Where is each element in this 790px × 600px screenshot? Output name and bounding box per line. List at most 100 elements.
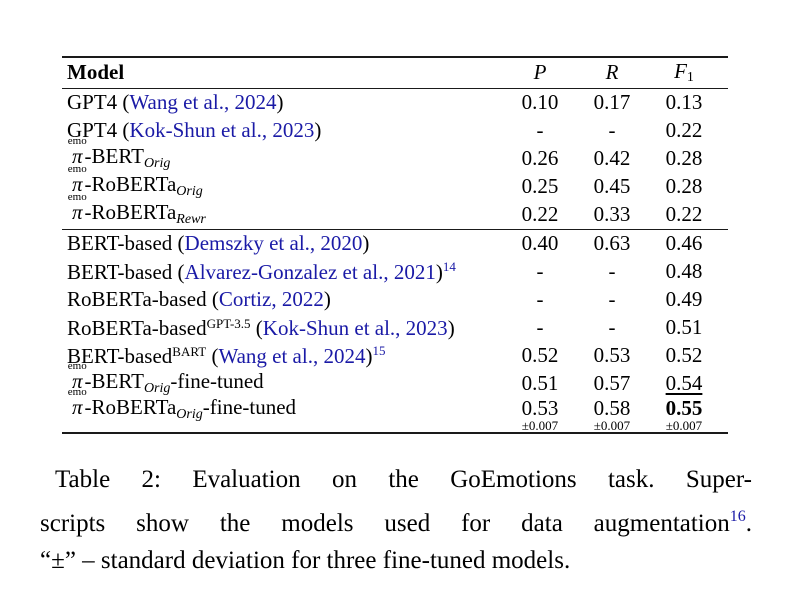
pi-emo-top-label: emo <box>67 163 87 176</box>
model-cell: RoBERTa-basedGPT-3.5 (Kok-Shun et al., 2… <box>62 317 504 339</box>
model-text: ( <box>250 315 263 340</box>
metric-value: 0.58 <box>593 395 631 420</box>
f1-cell: 0.13 <box>648 92 728 113</box>
precision-cell: 0.51 <box>504 373 576 394</box>
table-row: BERT-based (Alvarez-Gonzalez et al., 202… <box>62 258 728 286</box>
model-text: GPT4 ( <box>67 90 130 115</box>
table-row: GPT4 (Kok-Shun et al., 2023) - - 0.22 <box>62 117 728 145</box>
model-text: scripts show the models used for data au… <box>40 510 730 537</box>
column-header-precision: P <box>533 60 547 85</box>
table-caption: Table 2: Evaluation on the GoEmotions ta… <box>40 461 752 579</box>
model-text: ) <box>314 118 322 143</box>
f1-cell: 0.49 <box>648 289 728 310</box>
model-text: BERT-based ( <box>67 231 185 256</box>
recall-cell: - <box>576 120 648 141</box>
table-rule-mid <box>62 228 728 230</box>
citation-link[interactable]: Cortiz, 2022 <box>218 287 324 312</box>
f1-cell: 0.55 ±0.007 <box>648 397 728 432</box>
citation-link[interactable]: Alvarez-Gonzalez et al., 2021 <box>184 260 436 285</box>
metric-value: 0.10 <box>521 90 559 115</box>
superscript-label: BART <box>172 344 207 360</box>
precision-cell: 0.25 <box>504 176 576 197</box>
metric-value: 0.33 <box>593 202 631 227</box>
model-text: BERT-based <box>67 344 173 369</box>
precision-cell: - <box>504 317 576 338</box>
metric-value: 0.63 <box>593 231 631 256</box>
recall-cell: 0.58 ±0.007 <box>576 395 648 432</box>
table-row: emo π-BERTOrig 0.26 0.42 0.28 <box>62 136 728 173</box>
pi-emo-top-label: emo <box>67 135 87 148</box>
footnote-link[interactable]: 15 <box>372 343 386 359</box>
footnote-link[interactable]: 16 <box>729 508 746 525</box>
pi-emo-symbol: emo π <box>68 361 87 392</box>
recall-cell: 0.42 <box>576 148 648 169</box>
recall-cell: 0.33 <box>576 204 648 225</box>
metric-value: 0.53 <box>521 395 559 420</box>
citation-link[interactable]: Wang et al., 2024 <box>129 90 277 115</box>
recall-cell: - <box>576 289 648 310</box>
metric-value: 0.57 <box>593 371 631 396</box>
model-text: . <box>745 510 752 537</box>
footnote-link[interactable]: 14 <box>442 259 456 275</box>
model-text: ) <box>362 231 370 256</box>
precision-cell: - <box>504 289 576 310</box>
f1-cell: 0.52 <box>648 345 728 366</box>
pi-emo-symbol: emo π <box>68 164 87 195</box>
metric-value: 0.40 <box>521 231 559 256</box>
table-rule-header <box>62 87 728 89</box>
caption-line: scripts show the models used for data au… <box>40 498 752 542</box>
f1-cell: 0.54 <box>648 373 728 394</box>
metric-value: - <box>608 118 616 143</box>
model-cell: BERT-based (Alvarez-Gonzalez et al., 202… <box>62 260 504 283</box>
metric-value: 0.25 <box>521 174 559 199</box>
f1-cell: 0.22 <box>648 204 728 225</box>
caption-line: Table 2: Evaluation on the GoEmotions ta… <box>40 461 752 498</box>
metric-value: 0.51 <box>665 315 703 340</box>
results-table: Model P R F1 GPT4 (Wang et al., 2024) 0.1… <box>62 56 728 434</box>
table-row: emo π-RoBERTaRewr 0.22 0.33 0.22 <box>62 192 728 229</box>
pi-emo-symbol: emo π <box>68 136 87 167</box>
model-text: ) <box>447 315 455 340</box>
metric-value: - <box>536 118 544 143</box>
caption-line: “±” – standard deviation for three fine-… <box>40 542 752 579</box>
precision-cell: 0.53 ±0.007 <box>504 395 576 432</box>
table-row: GPT4 (Wang et al., 2024) 0.10 0.17 0.13 <box>62 89 728 117</box>
metric-value: - <box>536 315 544 340</box>
value-with-std: 0.58 ±0.007 <box>593 395 631 432</box>
precision-cell: 0.10 <box>504 92 576 113</box>
metric-value: 0.26 <box>521 146 559 171</box>
subscript-label: Orig <box>176 407 203 423</box>
pi-emo-symbol: emo π <box>68 192 87 223</box>
metric-value: 0.45 <box>593 174 631 199</box>
citation-link[interactable]: Demszky et al., 2020 <box>184 231 363 256</box>
pi-emo-top-label: emo <box>67 360 87 373</box>
pi-emo-top-label: emo <box>67 191 87 204</box>
model-cell: emo π-RoBERTaOrig-fine-tuned <box>62 387 504 423</box>
table-row: emo π-BERTOrig-fine-tuned 0.51 0.57 0.54 <box>62 361 728 398</box>
recall-cell: 0.63 <box>576 233 648 254</box>
model-text: -RoBERTa <box>84 200 177 225</box>
model-text: -BERT <box>84 144 144 169</box>
f1-subscript: 1 <box>686 69 694 85</box>
recall-cell: 0.45 <box>576 176 648 197</box>
model-text: -fine-tuned <box>202 395 297 420</box>
table-row: emo π-RoBERTaOrig 0.25 0.45 0.28 <box>62 164 728 201</box>
model-text: RoBERTa-based ( <box>67 287 219 312</box>
model-cell: emo π-BERTOrig <box>62 136 504 171</box>
column-header-recall: R <box>605 60 619 85</box>
f1-cell: 0.46 <box>648 233 728 254</box>
citation-link[interactable]: Kok-Shun et al., 2023 <box>129 118 315 143</box>
table-body-group-2: BERT-based (Demszky et al., 2020) 0.40 0.6… <box>62 230 728 432</box>
metric-value: 0.48 <box>665 259 703 284</box>
model-text: ) <box>323 287 331 312</box>
f1-cell: 0.51 <box>648 317 728 338</box>
model-text: ) <box>365 344 373 369</box>
precision-cell: - <box>504 261 576 282</box>
citation-link[interactable]: Kok-Shun et al., 2023 <box>262 315 448 340</box>
metric-value: 0.22 <box>521 202 559 227</box>
model-cell: BERT-based (Demszky et al., 2020) <box>62 233 504 254</box>
citation-link[interactable]: Wang et al., 2024 <box>218 344 366 369</box>
metric-value: - <box>608 315 616 340</box>
model-text: ) <box>276 90 284 115</box>
